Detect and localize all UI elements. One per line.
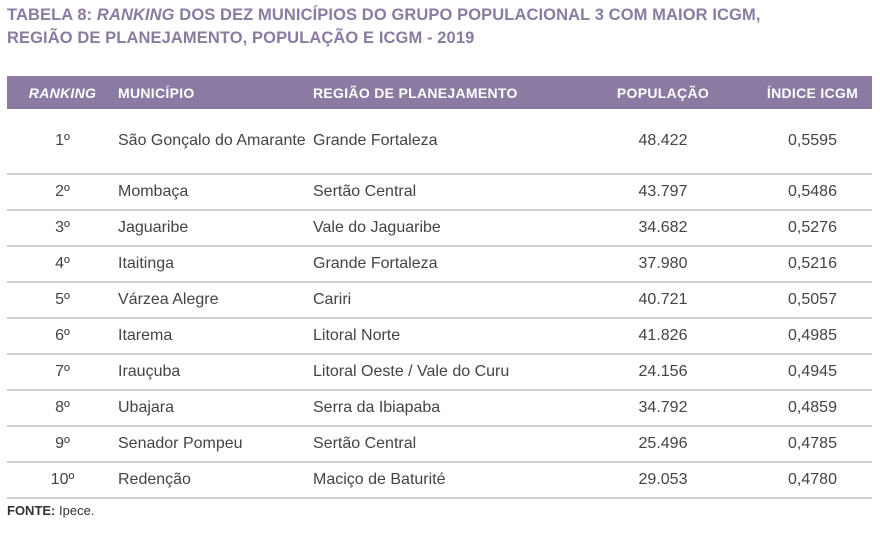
cell-municipio: Jaguaribe	[118, 210, 313, 247]
cell-ranking: 9º	[7, 426, 118, 463]
cell-indice: 0,4859	[753, 390, 872, 427]
cell-municipio: Ubajara	[118, 390, 313, 427]
cell-municipio: Senador Pompeu	[118, 426, 313, 463]
col-populacao: POPULAÇÃO	[573, 76, 753, 109]
cell-regiao: Litoral Norte	[313, 318, 573, 355]
col-indice: ÍNDICE ICGM	[753, 76, 872, 109]
cell-municipio: Redenção	[118, 462, 313, 499]
cell-indice: 0,4785	[753, 426, 872, 463]
source-label: FONTE:	[7, 503, 56, 518]
cell-populacao: 29.053	[573, 462, 753, 499]
cell-regiao: Vale do Jaguaribe	[313, 210, 573, 247]
cell-municipio: Várzea Alegre	[118, 282, 313, 319]
cell-ranking: 10º	[7, 462, 118, 499]
table-row: 4º Itaitinga Grande Fortaleza 37.980 0,5216	[7, 246, 872, 283]
table-row: 8º Ubajara Serra da Ibiapaba 34.792 0,4859	[7, 390, 872, 427]
cell-regiao: Sertão Central	[313, 426, 573, 463]
cell-ranking: 1º	[7, 109, 118, 175]
cell-populacao: 34.682	[573, 210, 753, 247]
source-text: Ipece.	[55, 503, 95, 518]
table-row: 9º Senador Pompeu Sertão Central 25.496 0,47…	[7, 426, 872, 463]
cell-indice: 0,4780	[753, 462, 872, 499]
cell-ranking: 4º	[7, 246, 118, 283]
cell-regiao: Serra da Ibiapaba	[313, 390, 573, 427]
cell-ranking: 8º	[7, 390, 118, 427]
cell-populacao: 24.156	[573, 354, 753, 391]
cell-indice: 0,4945	[753, 354, 872, 391]
col-municipio: MUNICÍPIO	[118, 76, 313, 109]
cell-ranking: 6º	[7, 318, 118, 355]
cell-municipio: Itaitinga	[118, 246, 313, 283]
cell-municipio: Mombaça	[118, 174, 313, 211]
cell-municipio: São Gonçalo do Amarante	[118, 109, 313, 175]
title-prefix: TABELA 8:	[7, 6, 97, 24]
source-note: FONTE: Ipece.	[7, 503, 94, 518]
cell-regiao: Litoral Oeste / Vale do Curu	[313, 354, 573, 391]
title-italic: RANKING	[96, 6, 175, 24]
cell-populacao: 25.496	[573, 426, 753, 463]
cell-ranking: 2º	[7, 174, 118, 211]
table-row: 3º Jaguaribe Vale do Jaguaribe 34.682 0,5276	[7, 210, 872, 247]
table-row: 5º Várzea Alegre Cariri 40.721 0,5057	[7, 282, 872, 319]
header-row: RANKING MUNICÍPIO REGIÃO DE PLANEJAMENTO…	[7, 76, 872, 109]
col-ranking: RANKING	[7, 76, 118, 109]
cell-regiao: Maciço de Baturité	[313, 462, 573, 499]
cell-ranking: 3º	[7, 210, 118, 247]
cell-populacao: 40.721	[573, 282, 753, 319]
cell-indice: 0,5595	[753, 109, 872, 175]
col-regiao: REGIÃO DE PLANEJAMENTO	[313, 76, 573, 109]
cell-indice: 0,5216	[753, 246, 872, 283]
cell-ranking: 7º	[7, 354, 118, 391]
cell-regiao: Grande Fortaleza	[313, 246, 573, 283]
table-row: 2º Mombaça Sertão Central 43.797 0,5486	[7, 174, 872, 211]
title-rest: DOS DEZ MUNICÍPIOS DO GRUPO POPULACIONAL…	[7, 6, 761, 47]
table-row: 6º Itarema Litoral Norte 41.826 0,4985	[7, 318, 872, 355]
cell-municipio: Irauçuba	[118, 354, 313, 391]
cell-populacao: 34.792	[573, 390, 753, 427]
cell-ranking: 5º	[7, 282, 118, 319]
table-row: 10º Redenção Maciço de Baturité 29.053 0,478…	[7, 462, 872, 499]
table-row: 1º São Gonçalo do Amarante Grande Fortalez…	[7, 109, 872, 175]
table-title: TABELA 8: RANKING DOS DEZ MUNICÍPIOS DO …	[7, 4, 807, 50]
cell-regiao: Grande Fortaleza	[313, 109, 573, 175]
cell-populacao: 43.797	[573, 174, 753, 211]
cell-indice: 0,5057	[753, 282, 872, 319]
cell-regiao: Cariri	[313, 282, 573, 319]
cell-populacao: 48.422	[573, 109, 753, 175]
cell-indice: 0,4985	[753, 318, 872, 355]
cell-populacao: 37.980	[573, 246, 753, 283]
cell-populacao: 41.826	[573, 318, 753, 355]
cell-municipio: Itarema	[118, 318, 313, 355]
table-row: 7º Irauçuba Litoral Oeste / Vale do Curu 24…	[7, 354, 872, 391]
cell-regiao: Sertão Central	[313, 174, 573, 211]
cell-indice: 0,5486	[753, 174, 872, 211]
cell-indice: 0,5276	[753, 210, 872, 247]
ranking-table: RANKING MUNICÍPIO REGIÃO DE PLANEJAMENTO…	[7, 76, 872, 499]
